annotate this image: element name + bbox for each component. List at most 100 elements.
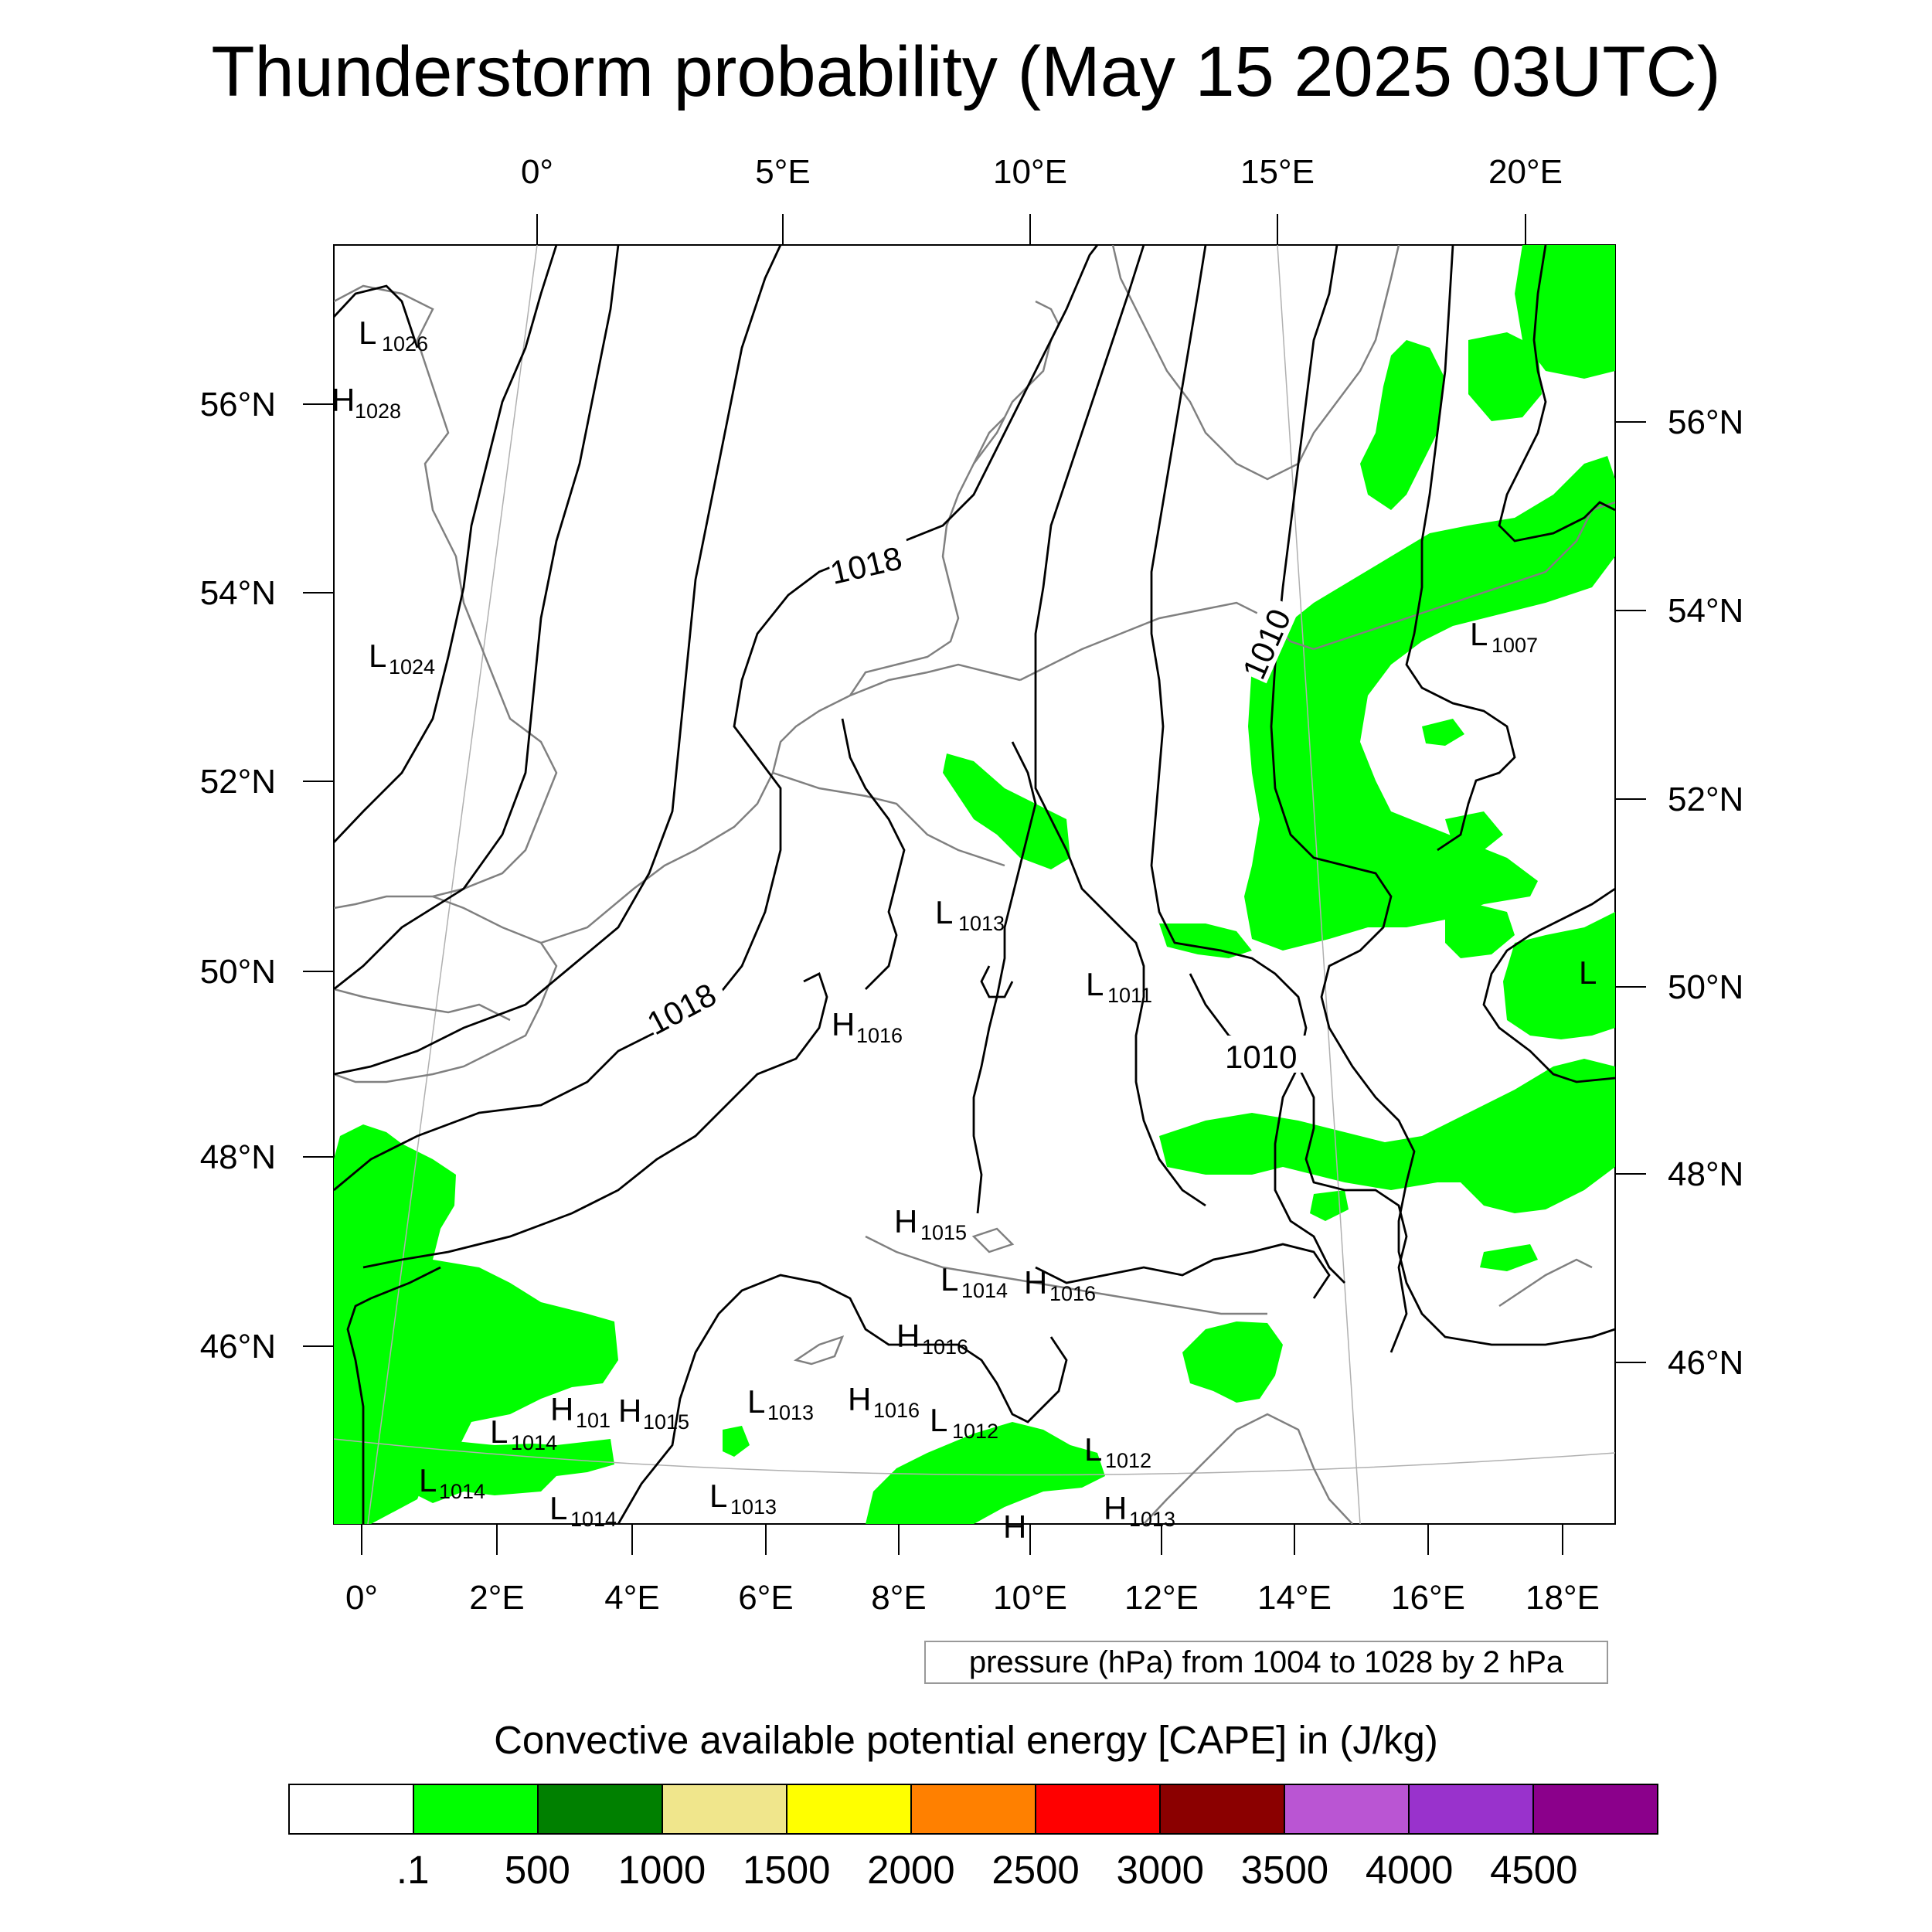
- tick-label: 48°N: [200, 1138, 276, 1176]
- coast-france-north: [334, 895, 558, 1083]
- pressure-center-high: H 1016: [848, 1381, 920, 1422]
- pressure-center-low: L 1014: [490, 1413, 557, 1454]
- svg-text:1012: 1012: [1105, 1449, 1151, 1472]
- tick-label: 52°N: [200, 763, 276, 801]
- svg-text:L: L: [940, 1261, 958, 1298]
- svg-text:H: H: [894, 1203, 917, 1240]
- coastlines: [334, 245, 1615, 1524]
- colorbar-labels: .1 500 1000 1500 2000 2500 3000 3500 400…: [288, 1845, 1658, 1900]
- colorbar-swatch: [1408, 1785, 1532, 1833]
- cape-area-small-d: [1422, 719, 1464, 746]
- colorbar-label: 1500: [742, 1848, 831, 1892]
- tick-label: 0°: [345, 1579, 378, 1617]
- tick-label: 2°E: [469, 1579, 524, 1617]
- isobar-1018-west: [334, 245, 1099, 1192]
- svg-text:H: H: [1024, 1264, 1047, 1301]
- tick-label: 0°: [521, 153, 553, 191]
- pressure-center-low: L 1014: [419, 1462, 485, 1503]
- svg-text:1028: 1028: [355, 400, 401, 423]
- svg-text:1007: 1007: [1492, 634, 1538, 657]
- svg-text:1015: 1015: [643, 1410, 689, 1434]
- cape-area-alps-south: [866, 1422, 1105, 1524]
- svg-text:H: H: [832, 1006, 855, 1043]
- tick-label: 54°N: [1668, 592, 1743, 630]
- tick-label: 52°N: [1668, 781, 1743, 818]
- pressure-center-high: H 1016: [896, 1318, 968, 1359]
- right-axis-labels: 56°N 54°N 52°N 50°N 48°N 46°N: [1668, 403, 1743, 1382]
- parallel-45n: [334, 1438, 1615, 1476]
- lake-geneva: [793, 1335, 845, 1366]
- tick-label: 18°E: [1526, 1579, 1600, 1617]
- svg-text:101: 101: [576, 1409, 611, 1432]
- colorbar-label: 3000: [1116, 1848, 1204, 1892]
- pressure-center-high: H: [1003, 1509, 1026, 1545]
- colorbar-label: 1000: [617, 1848, 706, 1892]
- svg-text:L: L: [935, 894, 953, 930]
- svg-text:1014: 1014: [961, 1279, 1008, 1302]
- pressure-center-high: H 1015: [894, 1203, 967, 1244]
- pressure-center-low: L 1026: [359, 315, 428, 355]
- coast-channel: [540, 663, 1021, 944]
- colorbar-swatch: [786, 1785, 910, 1833]
- cape-area-poland-south: [1445, 904, 1515, 958]
- colorbar-swatch: [1532, 1785, 1657, 1833]
- pressure-center-low: L 1013: [709, 1478, 777, 1519]
- meridian-15e: [1277, 245, 1361, 1524]
- pressure-center-low: L 1012: [930, 1402, 998, 1443]
- isobar-swirl-center: [980, 965, 1014, 998]
- cape-area-germany-south-east: [1159, 923, 1252, 958]
- graticule: [334, 245, 1615, 1524]
- colorbar-label: 500: [504, 1848, 570, 1892]
- coast-hungary-river: [1498, 1258, 1593, 1308]
- svg-text:1016: 1016: [1049, 1282, 1096, 1305]
- svg-text:H: H: [332, 382, 355, 418]
- colorbar-swatch: [1159, 1785, 1284, 1833]
- colorbar-swatch: [662, 1785, 786, 1833]
- pressure-centers: L 1026 H 1028 L 1024 L 1007 L 1013 L 1011 H 101…: [332, 315, 1597, 1545]
- cape-area-czechia: [1159, 1113, 1453, 1190]
- cape-area-small-a: [723, 1426, 750, 1457]
- isobar-c: [334, 245, 782, 1076]
- svg-text:L: L: [359, 315, 376, 351]
- colorbar-swatch: [290, 1785, 413, 1833]
- svg-text:1015: 1015: [920, 1221, 967, 1244]
- tick-label: 54°N: [200, 574, 276, 612]
- cape-area-small-e: [1445, 811, 1503, 850]
- colorbar-label: .1: [396, 1848, 430, 1892]
- svg-text:H: H: [896, 1318, 920, 1354]
- colorbar-label: 4500: [1490, 1848, 1578, 1892]
- colorbar-title: Convective available potential energy [C…: [494, 1718, 1438, 1762]
- svg-text:L: L: [709, 1478, 727, 1514]
- tick-label: 15°E: [1240, 153, 1315, 191]
- cape-area-main-east: [1360, 340, 1445, 510]
- border-belgium: [772, 771, 1005, 867]
- isobar-far-sw: [346, 1266, 441, 1524]
- tick-label: 5°E: [755, 153, 810, 191]
- meridian-0: [367, 245, 538, 1524]
- svg-text:1024: 1024: [389, 655, 435, 679]
- isobar-b: [334, 245, 620, 991]
- tick-label: 8°E: [871, 1579, 926, 1617]
- colorbar-label: 4000: [1365, 1848, 1454, 1892]
- pressure-center-low: L 1013: [747, 1383, 814, 1424]
- cape-area-sweden: [1468, 332, 1542, 421]
- pressure-center-high: H 1028: [332, 382, 401, 423]
- cape-area-small-c: [1480, 1244, 1538, 1271]
- tick-label: 50°N: [200, 953, 276, 991]
- svg-text:L: L: [1470, 616, 1488, 652]
- isobar-north-ring: [334, 284, 419, 349]
- coast-britain-south: [334, 988, 511, 1022]
- tick-label: 6°E: [738, 1579, 793, 1617]
- coast-denmark: [973, 300, 1060, 464]
- top-axis-labels: 0° 5°E 10°E 15°E 20°E: [521, 153, 1563, 191]
- tick-label: 12°E: [1124, 1579, 1199, 1617]
- isobar-alps-ring: [617, 1274, 1068, 1524]
- isobars: [334, 245, 1615, 1524]
- pressure-center-high: H 1013: [1104, 1490, 1175, 1531]
- svg-text:H: H: [550, 1391, 573, 1427]
- tick-label: 4°E: [604, 1579, 659, 1617]
- pressure-center-low: L 1007: [1470, 616, 1538, 657]
- tick-label: 48°N: [1668, 1155, 1743, 1193]
- isobar-1012: [972, 741, 1037, 1214]
